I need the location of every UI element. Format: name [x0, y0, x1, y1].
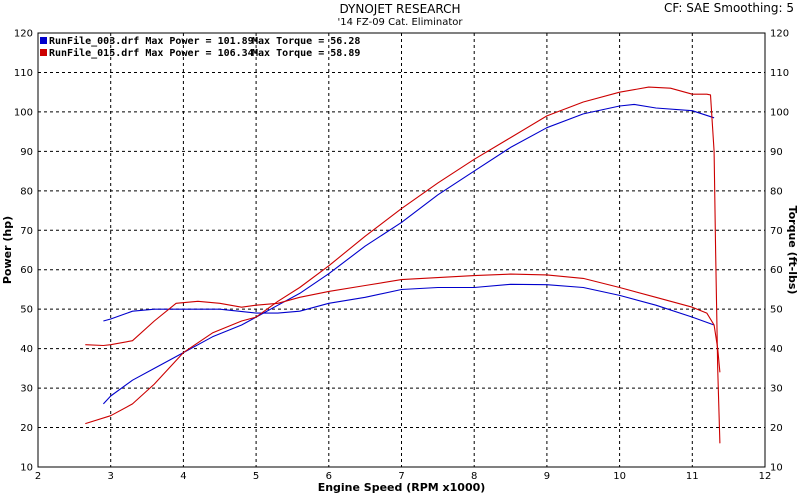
y-tick-label-left: 100 — [14, 107, 33, 118]
x-tick-label: 7 — [398, 471, 404, 482]
y-tick-label-right: 30 — [770, 384, 783, 395]
legend-swatch-2 — [40, 49, 47, 56]
x-tick-label: 12 — [759, 471, 772, 482]
y-tick-label-left: 110 — [14, 68, 33, 79]
y-tick-label-left: 40 — [20, 344, 33, 355]
legend-entry-1: RunFile_003.drf Max Power = 101.89 — [49, 35, 254, 47]
x-tick-label: 4 — [180, 471, 186, 482]
y-tick-label-left: 60 — [20, 265, 33, 276]
chart-title: DYNOJET RESEARCH — [339, 2, 461, 16]
y-tick-label-right: 60 — [770, 265, 783, 276]
y-tick-label-left: 50 — [20, 305, 33, 316]
legend-entry-2: RunFile_015.drf Max Power = 106.34 — [49, 47, 254, 59]
y-tick-label-left: 20 — [20, 423, 33, 434]
y-tick-label-right: 10 — [770, 463, 783, 474]
y-tick-label-right: 80 — [770, 186, 783, 197]
plot-frame — [37, 32, 766, 468]
y-tick-label-left: 70 — [20, 226, 33, 237]
y-tick-label-left: 120 — [14, 29, 33, 40]
series-2-torque-line — [85, 273, 721, 373]
y-axis-label-right: Torque (ft-lbs) — [786, 206, 799, 295]
y-tick-label-left: 90 — [20, 147, 33, 158]
y-tick-label-left: 30 — [20, 384, 33, 395]
legend-torque-1: Max Torque = 56.28 — [252, 36, 360, 47]
x-axis-label: Engine Speed (RPM x1000) — [318, 481, 486, 494]
y-tick-label-left: 10 — [20, 463, 33, 474]
x-tick-label: 2 — [35, 471, 41, 482]
grid — [38, 33, 765, 467]
y-tick-label-right: 70 — [770, 226, 783, 237]
chart-subtitle: '14 FZ-09 Cat. Eliminator — [337, 17, 463, 28]
x-tick-label: 10 — [613, 471, 626, 482]
series-2-power-line — [85, 86, 721, 444]
x-tick-label: 5 — [253, 471, 259, 482]
y-tick-label-left: 80 — [20, 186, 33, 197]
settings-readout: CF: SAE Smoothing: 5 — [663, 1, 794, 15]
y-tick-label-right: 90 — [770, 147, 783, 158]
y-tick-label-right: 40 — [770, 344, 783, 355]
legend-torque-2: Max Torque = 58.89 — [252, 48, 360, 59]
x-tick-label: 8 — [471, 471, 477, 482]
x-tick-label: 3 — [108, 471, 114, 482]
y-tick-label-right: 110 — [770, 68, 789, 79]
x-tick-label: 9 — [544, 471, 550, 482]
y-tick-label-right: 100 — [770, 107, 789, 118]
y-tick-label-right: 50 — [770, 305, 783, 316]
series-1-power-line — [102, 103, 715, 405]
legend-swatch-1 — [40, 37, 47, 44]
y-tick-label-right: 20 — [770, 423, 783, 434]
y-tick-label-right: 120 — [770, 29, 789, 40]
x-tick-label: 6 — [326, 471, 332, 482]
x-tick-label: 11 — [686, 471, 699, 482]
series-1-torque-line — [103, 283, 715, 326]
y-axis-label-left: Power (hp) — [1, 216, 14, 284]
curves — [85, 86, 721, 444]
